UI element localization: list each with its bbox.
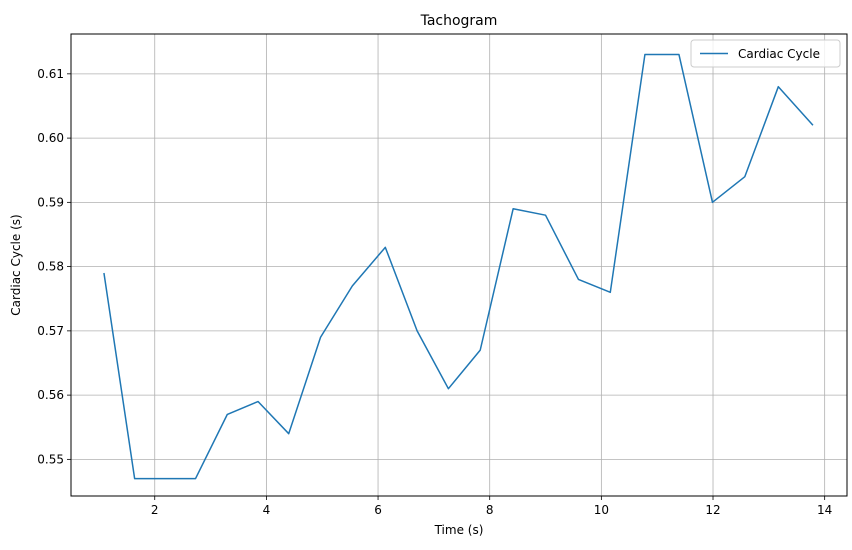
grid — [71, 34, 847, 496]
x-tick-label: 10 — [594, 503, 609, 517]
y-tick-label: 0.58 — [37, 260, 64, 274]
series-line-cardiac-cycle — [103, 53, 814, 480]
legend: Cardiac Cycle — [690, 39, 841, 68]
y-axis-ticks: 0.55 0.56 0.57 0.58 0.59 0.60 0.61 — [37, 67, 71, 466]
x-tick-label: 14 — [817, 503, 832, 517]
plot-lines — [103, 53, 814, 480]
y-axis-title: Cardiac Cycle (s) — [9, 214, 23, 315]
x-axis-ticks: 2 4 6 8 10 12 14 — [151, 496, 832, 517]
x-tick-label: 12 — [705, 503, 720, 517]
x-axis-title: Time (s) — [434, 523, 484, 537]
y-tick-label: 0.61 — [37, 67, 64, 81]
y-tick-label: 0.56 — [37, 388, 64, 402]
y-tick-label: 0.57 — [37, 324, 64, 338]
y-tick-label: 0.55 — [37, 452, 64, 466]
x-tick-label: 4 — [263, 503, 271, 517]
legend-box — [690, 39, 841, 68]
plot-frame — [70, 33, 848, 497]
x-tick-label: 2 — [151, 503, 159, 517]
y-tick-label: 0.60 — [37, 131, 64, 145]
chart-title: Tachogram — [420, 13, 498, 29]
y-tick-label: 0.59 — [37, 195, 64, 209]
x-tick-label: 8 — [486, 503, 494, 517]
x-tick-label: 6 — [374, 503, 382, 517]
legend-label-cardiac-cycle: Cardiac Cycle — [738, 47, 820, 61]
